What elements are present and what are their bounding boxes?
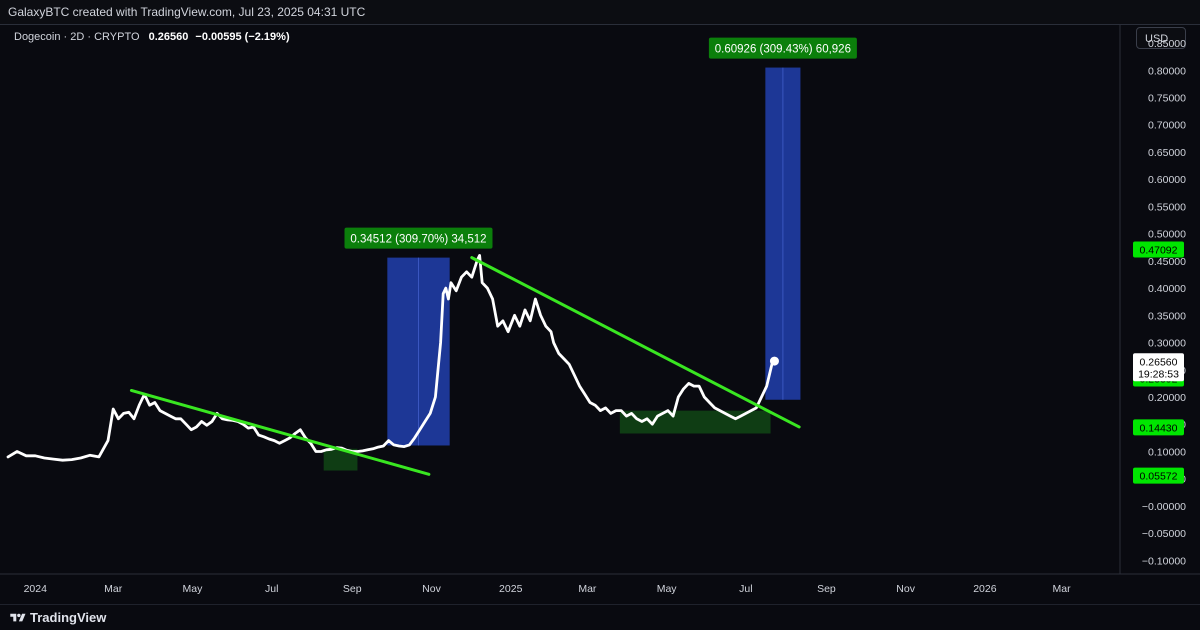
time-axis[interactable]: 2024 Mar May Jul Sep Nov 2025 Mar May Jul Sep Nov 20… xyxy=(24,583,1071,595)
y-tick-label: 0.65000 xyxy=(1148,147,1186,159)
y-tick-label: −0.05000 xyxy=(1142,528,1186,540)
tradingview-logo-icon xyxy=(10,613,26,621)
last-price-tag-bg xyxy=(1133,353,1184,382)
footer-bar: TradingView xyxy=(0,604,1200,630)
price-line-layer xyxy=(6,254,779,462)
projection-label-bg xyxy=(344,227,493,249)
y-tick-label: −0.10000 xyxy=(1142,555,1186,567)
attribution-bar: GalaxyBTC created with TradingView.com, … xyxy=(0,0,1200,25)
price-change-value: −0.00595 (−2.19%) xyxy=(195,31,290,43)
attribution-text: GalaxyBTC created with TradingView.com, … xyxy=(8,5,366,19)
price-tag-bg xyxy=(1133,467,1184,484)
x-tick-label: May xyxy=(183,583,204,595)
last-price-countdown: 19:28:53 xyxy=(1138,368,1179,380)
price-tag-label: 0.05572 xyxy=(1140,471,1178,483)
y-tick-label: 0.40000 xyxy=(1148,283,1186,295)
price-line[interactable] xyxy=(6,254,776,462)
box-labels: 0.34512 (309.70%) 34,512 0.60926 (309.43%… xyxy=(344,37,857,249)
x-tick-label: May xyxy=(657,583,678,595)
trendline[interactable] xyxy=(129,388,431,476)
y-tick-label: 0.60000 xyxy=(1148,174,1186,186)
price-axis[interactable]: 0.85000 0.80000 0.75000 0.70000 0.65000 0.600… xyxy=(1133,38,1186,567)
x-tick-label: 2026 xyxy=(973,583,997,595)
price-tag-bg xyxy=(1133,419,1184,436)
symbol-legend: Dogecoin · 2D · CRYPTO 0.26560 −0.00595 … xyxy=(14,31,290,43)
x-tick-label: Jul xyxy=(265,583,278,595)
x-tick-label: Sep xyxy=(343,583,362,595)
x-tick-label: Mar xyxy=(104,583,123,595)
grid xyxy=(0,24,1200,575)
last-price-tag-label: 0.26560 xyxy=(1140,356,1178,368)
projection-label: 0.60926 (309.43%) 60,926 xyxy=(715,44,851,56)
x-tick-label: Mar xyxy=(1052,583,1071,595)
y-tick-label: 0.45000 xyxy=(1148,256,1186,268)
last-price-dot xyxy=(769,356,779,366)
symbol-label: Dogecoin · 2D · CRYPTO xyxy=(14,31,140,43)
y-tick-label: −0.00000 xyxy=(1142,501,1186,513)
tradingview-logo[interactable]: TradingView xyxy=(10,610,106,625)
projection-label: 0.34512 (309.70%) 34,512 xyxy=(350,234,486,246)
y-tick-label: 0.85000 xyxy=(1148,38,1186,50)
x-tick-label: Sep xyxy=(817,583,836,595)
range-boxes xyxy=(323,67,801,471)
price-tag-label: 0.47092 xyxy=(1140,244,1178,256)
projection-label-bg xyxy=(708,37,857,59)
y-tick-label: 0.70000 xyxy=(1148,120,1186,132)
currency-button[interactable]: USD xyxy=(1136,27,1186,49)
price-chart[interactable]: 0.34512 (309.70%) 34,512 0.60926 (309.43%… xyxy=(0,0,1200,604)
trendline[interactable] xyxy=(470,256,801,429)
x-tick-label: Nov xyxy=(896,583,915,595)
x-tick-label: 2024 xyxy=(24,583,48,595)
brand-label: TradingView xyxy=(30,610,107,625)
x-tick-label: 2025 xyxy=(499,583,523,595)
y-tick-label: 0.75000 xyxy=(1148,93,1186,105)
x-tick-label: Jul xyxy=(739,583,752,595)
y-tick-label: 0.20000 xyxy=(1148,392,1186,404)
y-tick-label: 0.35000 xyxy=(1148,310,1186,322)
price-tag-label: 0.14430 xyxy=(1140,422,1178,434)
y-tick-label: 0.30000 xyxy=(1148,338,1186,350)
y-tick-label: 0.10000 xyxy=(1148,446,1186,458)
price-tag-bg xyxy=(1133,241,1184,258)
accumulation-box[interactable] xyxy=(323,448,358,471)
y-tick-label: 0.50000 xyxy=(1148,229,1186,241)
trendlines xyxy=(129,256,801,476)
y-tick-label: 0.80000 xyxy=(1148,65,1186,77)
y-tick-label: 0.55000 xyxy=(1148,201,1186,213)
x-tick-label: Nov xyxy=(422,583,441,595)
x-tick-label: Mar xyxy=(578,583,597,595)
last-price-value: 0.26560 xyxy=(148,31,189,43)
